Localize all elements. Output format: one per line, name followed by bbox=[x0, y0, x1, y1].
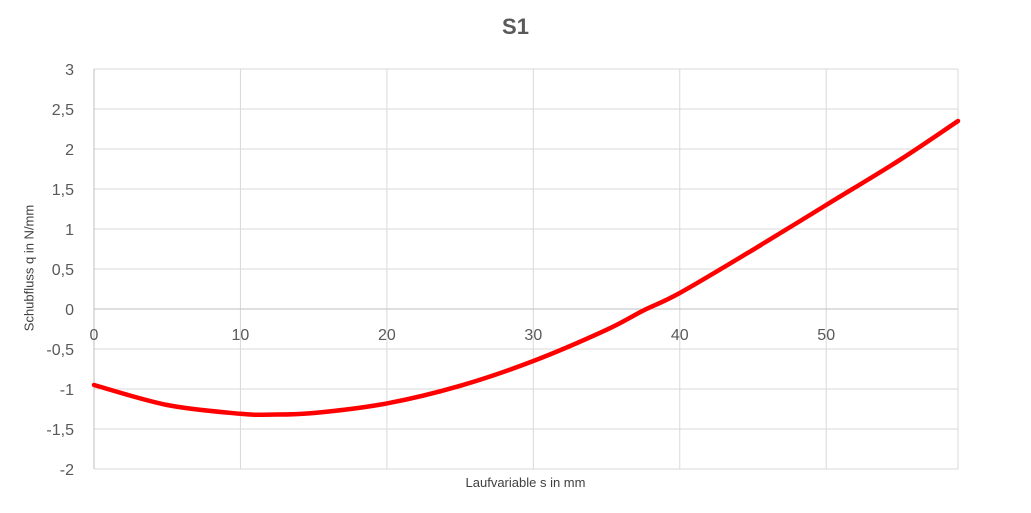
x-tick-label: 0 bbox=[90, 327, 99, 344]
y-tick-label: 2 bbox=[65, 142, 74, 159]
y-tick-label: -1,5 bbox=[46, 422, 74, 439]
axes bbox=[93, 69, 959, 470]
x-tick-label: 30 bbox=[524, 327, 542, 344]
x-tick-label: 20 bbox=[378, 327, 396, 344]
y-tick-label: 3 bbox=[65, 62, 74, 79]
series-line bbox=[91, 118, 961, 418]
y-tick-label: 1,5 bbox=[52, 182, 74, 199]
y-tick-label: -2 bbox=[60, 462, 74, 479]
y-tick-label: 2,5 bbox=[52, 102, 74, 119]
x-tick-label: 50 bbox=[817, 327, 835, 344]
y-tick-label: -0,5 bbox=[46, 342, 74, 359]
y-axis-label: Schubfluss q in N/mm bbox=[21, 204, 37, 332]
y-tick-label: 1 bbox=[65, 222, 74, 239]
y-tick-label: 0,5 bbox=[52, 262, 74, 279]
x-tick-label: 10 bbox=[232, 327, 250, 344]
y-tick-labels: 3 2,5 2 1,5 1 0,5 0 -0,5 -1 -1,5 -2 bbox=[46, 62, 74, 479]
chart-title: S1 bbox=[502, 14, 529, 39]
x-axis-label: Laufvariable s in mm bbox=[465, 475, 586, 490]
series-group bbox=[91, 118, 961, 418]
x-tick-label: 40 bbox=[671, 327, 689, 344]
x-tick-labels: 0 10 20 30 40 50 bbox=[90, 327, 836, 344]
y-tick-label: 0 bbox=[65, 302, 74, 319]
y-gridlines bbox=[94, 68, 958, 470]
y-tick-label: -1 bbox=[60, 382, 74, 399]
